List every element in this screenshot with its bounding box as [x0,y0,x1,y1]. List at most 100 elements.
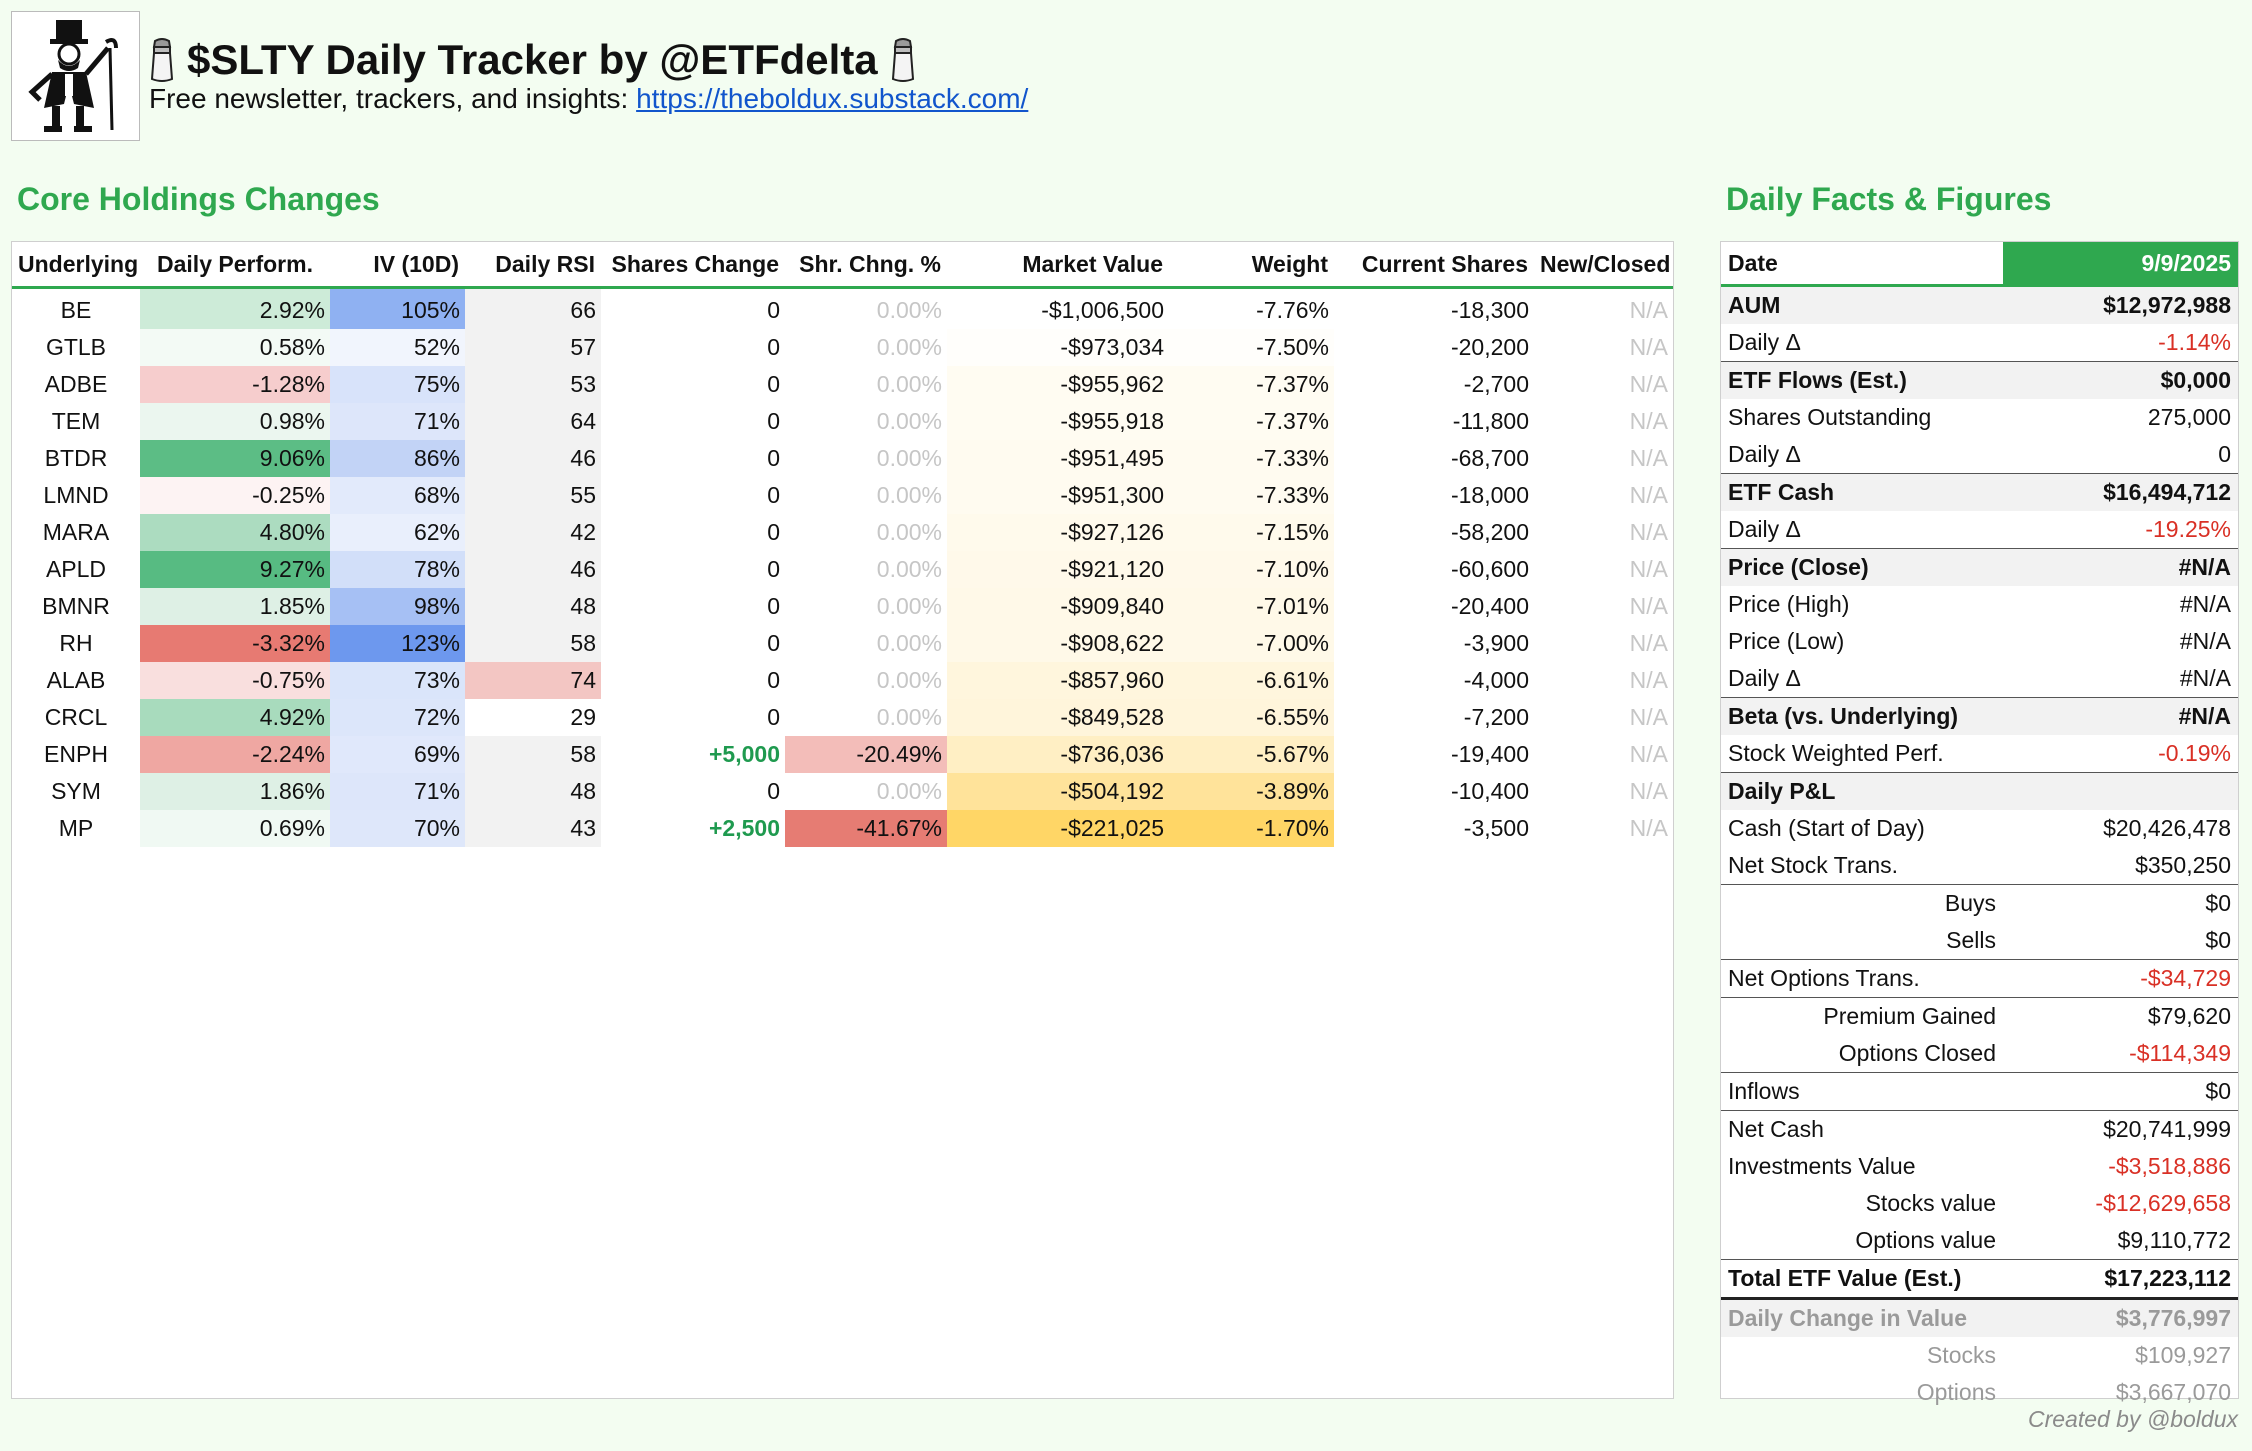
facts-value: #N/A [2179,591,2231,617]
facts-value: #N/A [2003,548,2238,586]
iv-cell: 62% [330,514,465,551]
perf-cell: 9.27% [140,551,330,588]
facts-value [2003,772,2238,810]
facts-label: Sells [1946,927,1996,953]
perf-cell: -0.75% [140,662,330,699]
shares-change-pct-cell: -41.67% [785,810,947,847]
holdings-header-row: Underlying Daily Perform. IV (10D) Daily RS… [12,242,1673,289]
table-row: RH -3.32% 123% 58 0 0.00% -$908,622 -7.00% -3,90… [12,625,1673,662]
facts-label: Inflows [1721,1072,2003,1111]
status-cell: N/A [1629,741,1668,767]
facts-label: Price (High) [1728,591,1850,617]
rsi-cell: 66 [465,287,601,329]
facts-value: $12,972,988 [2003,285,2238,324]
perf-cell: -1.28% [140,366,330,403]
shares-change-cell: 0 [767,704,780,730]
current-shares-cell: -2,700 [1463,371,1529,397]
iv-cell: 69% [330,736,465,773]
column-header: Current Shares [1334,242,1534,289]
facts-label: Daily Δ [1728,441,1801,467]
table-row: BE 2.92% 105% 66 0 0.00% -$1,006,500 -7.76% -18,… [12,287,1673,329]
table-row: LMND -0.25% 68% 55 0 0.00% -$951,300 -7.33% -18,… [12,477,1673,514]
facts-row: Daily P&L [1721,772,2238,810]
current-shares-cell: -60,600 [1450,556,1529,582]
holdings-panel: Underlying Daily Perform. IV (10D) Daily RS… [11,241,1674,1399]
page-title: $SLTY Daily Tracker by @ETFdelta [187,36,878,83]
facts-label: Daily Change in Value [1721,1298,2003,1337]
shares-change-pct-cell: 0.00% [785,662,947,699]
current-shares-cell: -58,200 [1450,519,1529,545]
facts-value: $0 [2003,1072,2238,1111]
holdings-body: BE 2.92% 105% 66 0 0.00% -$1,006,500 -7.76% -18,… [12,287,1673,847]
facts-row: Daily Δ #N/A [1721,660,2238,698]
status-cell: N/A [1629,334,1668,360]
facts-row: Stock Weighted Perf. -0.19% [1721,735,2238,773]
date-row: Date 9/9/2025 [1721,242,2238,287]
perf-cell: 0.58% [140,329,330,366]
weight-cell: -6.61% [1169,662,1334,699]
rsi-cell: 58 [465,625,601,662]
table-row: MARA 4.80% 62% 42 0 0.00% -$927,126 -7.15% -58,2… [12,514,1673,551]
market-value-cell: -$849,528 [947,699,1169,736]
salt-shaker-icon [150,38,174,82]
column-header: Underlying [12,242,140,289]
status-cell: N/A [1629,445,1668,471]
facts-row: ETF Cash $16,494,712 [1721,473,2238,511]
perf-cell: 9.06% [140,440,330,477]
ticker-cell: BTDR [44,445,108,471]
current-shares-cell: -3,500 [1463,815,1529,841]
current-shares-cell: -3,900 [1463,630,1529,656]
perf-cell: 4.80% [140,514,330,551]
perf-cell: -0.25% [140,477,330,514]
facts-value: $0 [2003,884,2238,922]
market-value-cell: -$1,006,500 [947,287,1169,329]
facts-value: $9,110,772 [2117,1227,2231,1253]
status-cell: N/A [1629,630,1668,656]
facts-value: $20,426,478 [2103,815,2231,841]
facts-label: Premium Gained [1721,997,2003,1035]
facts-label: Shares Outstanding [1728,404,1932,430]
status-cell: N/A [1629,408,1668,434]
holdings-title: Core Holdings Changes [17,181,380,217]
rsi-cell: 42 [465,514,601,551]
facts-value: 275,000 [2147,404,2231,430]
market-value-cell: -$221,025 [947,810,1169,847]
facts-label: Beta (vs. Underlying) [1721,697,2003,735]
facts-row: Stocks value -$12,629,658 [1721,1185,2238,1222]
facts-value: $3,667,070 [2115,1379,2231,1405]
ticker-cell: TEM [51,408,101,434]
column-header: IV (10D) [330,242,465,289]
current-shares-cell: -4,000 [1463,667,1529,693]
table-row: TEM 0.98% 71% 64 0 0.00% -$955,918 -7.37% -11,80… [12,403,1673,440]
status-cell: N/A [1629,667,1668,693]
rsi-cell: 29 [465,699,601,736]
rsi-cell: 74 [465,662,601,699]
rsi-cell: 48 [465,773,601,810]
status-cell: N/A [1629,704,1668,730]
market-value-cell: -$955,918 [947,403,1169,440]
facts-value: -$114,349 [2129,1040,2231,1066]
weight-cell: -5.67% [1169,736,1334,773]
facts-title: Daily Facts & Figures [1726,181,2052,217]
shares-change-cell: 0 [767,297,780,323]
table-row: CRCL 4.92% 72% 29 0 0.00% -$849,528 -6.55% -7,20… [12,699,1673,736]
market-value-cell: -$927,126 [947,514,1169,551]
current-shares-cell: -11,800 [1452,408,1529,434]
table-row: SYM 1.86% 71% 48 0 0.00% -$504,192 -3.89% -10,40… [12,773,1673,810]
iv-cell: 123% [330,625,465,662]
column-header: New/Closed [1534,242,1673,289]
facts-row: Daily Δ 0 [1721,436,2238,474]
status-cell: N/A [1629,482,1668,508]
facts-value: $109,927 [2135,1342,2231,1368]
weight-cell: -6.55% [1169,699,1334,736]
facts-row: Options Closed -$114,349 [1721,1035,2238,1073]
facts-label: ETF Flows (Est.) [1721,361,2003,399]
facts-value: 0 [2218,441,2231,467]
market-value-cell: -$955,962 [947,366,1169,403]
rsi-cell: 46 [465,551,601,588]
column-header: Shr. Chng. % [785,242,947,289]
status-cell: N/A [1629,815,1668,841]
rsi-cell: 43 [465,810,601,847]
newsletter-link[interactable]: https://theboldux.substack.com/ [636,83,1029,114]
current-shares-cell: -19,400 [1450,741,1529,767]
